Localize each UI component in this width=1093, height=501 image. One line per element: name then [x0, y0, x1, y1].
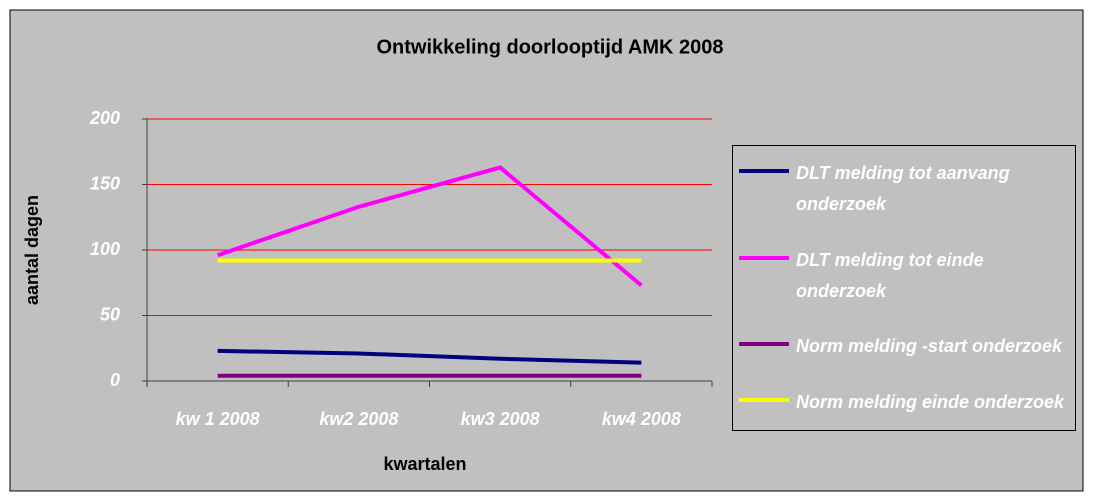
y-tick-label: 150 — [90, 173, 120, 193]
legend-swatch — [739, 397, 789, 402]
x-axis-label: kwartalen — [383, 454, 466, 474]
y-tick-label: 0 — [110, 370, 120, 390]
legend-label: Norm melding einde onderzoek — [796, 391, 1065, 412]
x-tick-label: kw 1 2008 — [176, 409, 260, 429]
y-tick-label: 100 — [90, 239, 120, 259]
series-line — [216, 165, 643, 287]
series-line — [217, 348, 642, 365]
y-tick-label: 50 — [100, 304, 120, 324]
legend-label: DLT melding tot aanvang onderzoek — [796, 163, 1010, 214]
y-axis-label: aantal dagen — [22, 195, 42, 305]
legend: DLT melding tot aanvang onderzoek DLT mel… — [732, 145, 1076, 431]
legend-swatch — [739, 255, 789, 260]
legend-item: Norm melding -start onderzoek — [739, 331, 1069, 362]
legend-item: DLT melding tot aanvang onderzoek — [739, 158, 1069, 220]
legend-label: DLT melding tot einde onderzoek — [796, 249, 984, 301]
legend-swatch — [739, 342, 789, 347]
x-tick-label: kw4 2008 — [602, 409, 681, 429]
x-tick-label: kw3 2008 — [461, 409, 540, 429]
legend-swatch — [739, 169, 789, 173]
chart-title: Ontwikkeling doorlooptijd AMK 2008 — [376, 36, 723, 58]
x-tick-label: kw2 2008 — [319, 409, 398, 429]
legend-label: Norm melding -start onderzoek — [796, 336, 1063, 357]
legend-item: Norm melding einde onderzoek — [739, 387, 1069, 418]
legend-item: DLT melding tot einde onderzoek — [739, 245, 1069, 307]
y-tick-label: 200 — [89, 108, 120, 128]
